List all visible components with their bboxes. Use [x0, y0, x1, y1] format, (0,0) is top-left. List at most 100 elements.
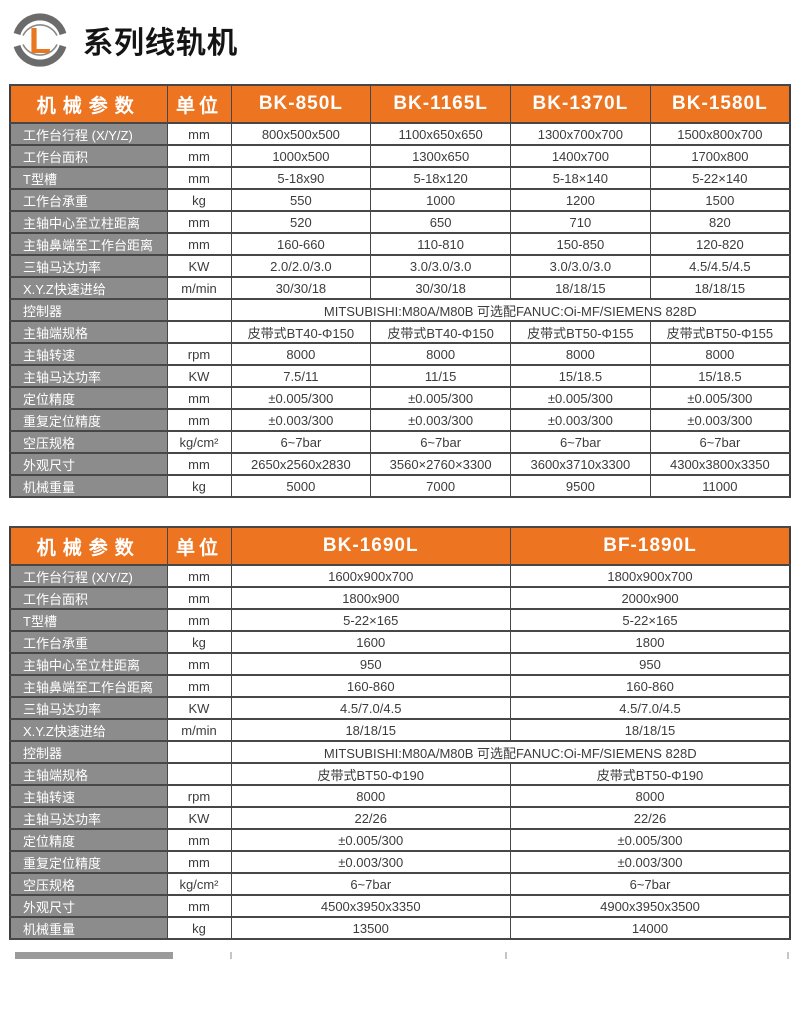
spec-row: X.Y.Z快速进给 m/min 30/30/18 30/30/18 18/18/15 18… [9, 276, 791, 300]
spec-value: 1400x700 [510, 144, 651, 168]
spec-value: 18/18/15 [230, 718, 511, 742]
param-label: 工作台行程 (X/Y/Z) [9, 122, 168, 146]
spec-table-section-1: 机械参数 单位 BK-850L BK-1165L BK-1370L BK-1580L 工作台… [9, 84, 791, 498]
unit-value: mm [166, 894, 232, 918]
spec-row: 主轴马达功率 KW 7.5/11 11/15 15/18.5 15/18.5 [9, 364, 791, 388]
spec-value: 950 [230, 652, 511, 676]
unit-value: kg/cm² [166, 872, 232, 896]
spec-value: 1700x800 [649, 144, 791, 168]
param-label: 主轴马达功率 [9, 364, 168, 388]
spec-row: 外观尺寸 mm 2650x2560x2830 3560×2760×3300 3600x3… [9, 452, 791, 476]
spec-value: 2650x2560x2830 [230, 452, 372, 476]
unit-value: KW [166, 696, 232, 720]
spec-row: 空压规格 kg/cm² 6~7bar 6~7bar [9, 872, 791, 896]
spec-row: X.Y.Z快速进给 m/min 18/18/15 18/18/15 [9, 718, 791, 742]
spec-value: ±0.003/300 [510, 850, 791, 874]
spec-row: 控制器 MITSUBISHI:M80A/M80B 可选配FANUC:Oi-MF/S… [9, 298, 791, 322]
unit-value: mm [166, 166, 232, 190]
spec-value: 皮带式BT40-Φ150 [230, 320, 372, 344]
spec-value: 6~7bar [510, 430, 651, 454]
spec-row: 定位精度 mm ±0.005/300 ±0.005/300 ±0.005/300 ±0.0… [9, 386, 791, 410]
spec-value: 1300x650 [370, 144, 511, 168]
spec-row: 重复定位精度 mm ±0.003/300 ±0.003/300 ±0.003/300 ±0… [9, 408, 791, 432]
spec-value: 150-850 [510, 232, 651, 256]
spec-value: ±0.005/300 [370, 386, 511, 410]
param-label: 工作台承重 [9, 630, 168, 654]
spec-value-span: MITSUBISHI:M80A/M80B 可选配FANUC:Oi-MF/SIEM… [230, 298, 791, 322]
unit-value: KW [166, 806, 232, 830]
spec-value: 30/30/18 [370, 276, 511, 300]
column-header-unit: 单位 [166, 84, 232, 124]
spec-value: 5-18×140 [510, 166, 651, 190]
spec-value: 160-860 [510, 674, 791, 698]
spec-value: 950 [510, 652, 791, 676]
unit-value: mm [166, 608, 232, 632]
spec-row: 控制器 MITSUBISHI:M80A/M80B 可选配FANUC:Oi-MF/S… [9, 740, 791, 764]
unit-value: rpm [166, 784, 232, 808]
param-label: 工作台承重 [9, 188, 168, 212]
unit-value: kg [166, 188, 232, 212]
spec-value: 5-22×165 [510, 608, 791, 632]
spec-value: 8000 [649, 342, 791, 366]
unit-value: KW [166, 254, 232, 278]
spec-value-span: MITSUBISHI:M80A/M80B 可选配FANUC:Oi-MF/SIEM… [230, 740, 791, 764]
unit-value: mm [166, 232, 232, 256]
spec-value: 7000 [370, 474, 511, 498]
partial-column-divider [230, 952, 232, 959]
unit-value [166, 762, 232, 786]
spec-row: 工作台行程 (X/Y/Z) mm 800x500x500 1100x650x650 13… [9, 122, 791, 146]
spec-value: 1100x650x650 [370, 122, 511, 146]
spec-value: 120-820 [649, 232, 791, 256]
param-label: 主轴鼻端至工作台距离 [9, 674, 168, 698]
param-label: 外观尺寸 [9, 452, 168, 476]
spec-value: 820 [649, 210, 791, 234]
spec-value: 3560×2760×3300 [370, 452, 511, 476]
spec-value: 650 [370, 210, 511, 234]
param-label: 机械重量 [9, 474, 168, 498]
unit-value: mm [166, 144, 232, 168]
spec-row: 空压规格 kg/cm² 6~7bar 6~7bar 6~7bar 6~7bar [9, 430, 791, 454]
param-label: 空压规格 [9, 430, 168, 454]
spec-row: 主轴中心至立柱距离 mm 950 950 [9, 652, 791, 676]
partial-param-cell [15, 952, 173, 959]
header-row: 机械参数 单位 BK-850L BK-1165L BK-1370L BK-1580L [9, 84, 791, 124]
spec-value: 7.5/11 [230, 364, 372, 388]
spec-value: ±0.003/300 [370, 408, 511, 432]
param-label: 定位精度 [9, 386, 168, 410]
param-label: 主轴转速 [9, 342, 168, 366]
spec-row: 主轴转速 rpm 8000 8000 [9, 784, 791, 808]
spec-value: 4300x3800x3350 [649, 452, 791, 476]
spec-value: 13500 [230, 916, 511, 940]
spec-value: 6~7bar [230, 872, 511, 896]
spec-value: ±0.005/300 [230, 386, 372, 410]
spec-value: ±0.003/300 [649, 408, 791, 432]
unit-value: mm [166, 452, 232, 476]
spec-value: 5000 [230, 474, 372, 498]
unit-value: m/min [166, 718, 232, 742]
spec-value: 6~7bar [370, 430, 511, 454]
param-label: 主轴中心至立柱距离 [9, 210, 168, 234]
spec-row: 主轴中心至立柱距离 mm 520 650 710 820 [9, 210, 791, 234]
unit-value: kg [166, 474, 232, 498]
spec-value: ±0.003/300 [510, 408, 651, 432]
spec-value: 1800x900x700 [510, 564, 791, 588]
param-label: 主轴端规格 [9, 320, 168, 344]
param-label: 工作台面积 [9, 144, 168, 168]
spec-value: 8000 [230, 342, 372, 366]
spec-value: 15/18.5 [649, 364, 791, 388]
spec-value: 18/18/15 [649, 276, 791, 300]
spec-value: 2000x900 [510, 586, 791, 610]
spec-value: 皮带式BT40-Φ150 [370, 320, 511, 344]
spec-row: 主轴鼻端至工作台距离 mm 160-860 160-860 [9, 674, 791, 698]
spec-value: 4.5/7.0/4.5 [230, 696, 511, 720]
spec-value: 1600 [230, 630, 511, 654]
param-label: 工作台面积 [9, 586, 168, 610]
spec-value: 4.5/4.5/4.5 [649, 254, 791, 278]
spec-value: 800x500x500 [230, 122, 372, 146]
spec-value: 1000x500 [230, 144, 372, 168]
spec-value: 1300x700x700 [510, 122, 651, 146]
unit-value: kg [166, 630, 232, 654]
spec-row: 三轴马达功率 KW 2.0/2.0/3.0 3.0/3.0/3.0 3.0/3.0/3.… [9, 254, 791, 278]
spec-row: 工作台承重 kg 1600 1800 [9, 630, 791, 654]
spec-row: 主轴端规格 皮带式BT50-Φ190 皮带式BT50-Φ190 [9, 762, 791, 786]
